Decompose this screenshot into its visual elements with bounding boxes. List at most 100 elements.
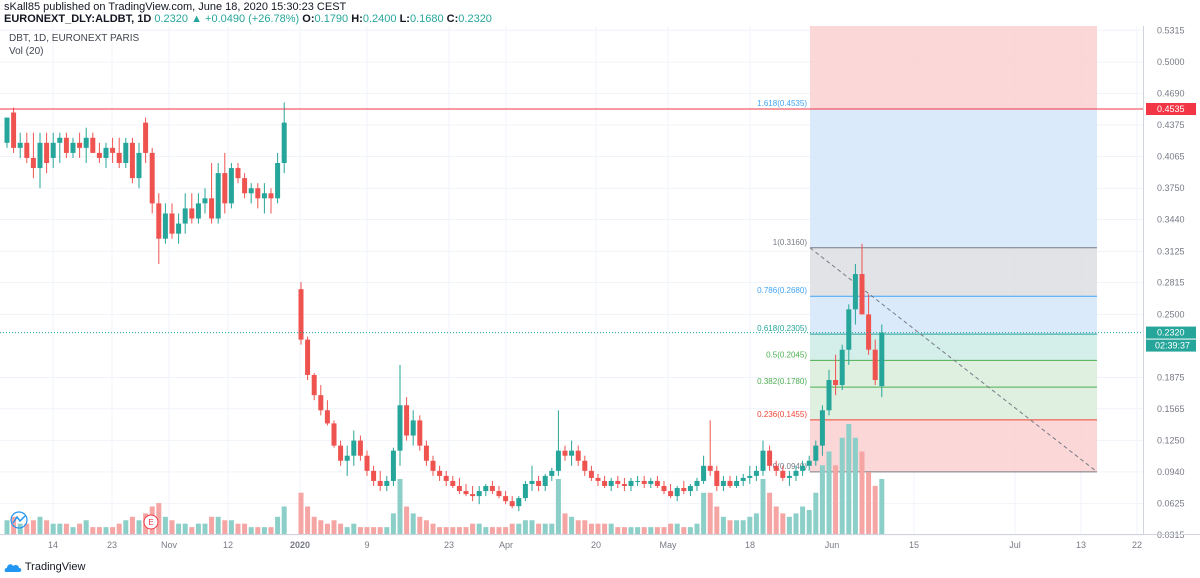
volume-bar: [17, 523, 23, 534]
resistance-price-tag: [1146, 102, 1196, 115]
candle: [437, 465, 443, 481]
candle-body: [773, 465, 779, 471]
candle: [463, 483, 469, 497]
volume-bar: [549, 523, 555, 534]
time-tick: 23: [107, 540, 117, 550]
candle-body: [371, 470, 377, 481]
volume-bar: [595, 523, 601, 534]
candle-body: [668, 491, 674, 497]
candle-body: [116, 152, 122, 163]
candle-body: [635, 480, 641, 482]
candle: [77, 132, 83, 158]
volume-bar: [800, 506, 806, 534]
volume-bar: [384, 527, 390, 534]
candle-body: [255, 188, 261, 199]
candle: [169, 203, 175, 239]
volume-bar: [582, 520, 588, 534]
candle-body: [720, 480, 726, 486]
candle-body: [136, 152, 142, 179]
last-price-tag: [1146, 326, 1196, 339]
candle-body: [390, 450, 396, 481]
volume-bar: [687, 527, 693, 534]
candle: [57, 132, 63, 163]
candle-body: [195, 203, 201, 219]
candle-body: [4, 117, 10, 143]
candle: [569, 440, 575, 466]
countdown-label: 02:39:37: [1155, 341, 1190, 351]
candle-body: [701, 465, 707, 481]
volume-bar: [747, 516, 753, 534]
volume-bar: [4, 520, 10, 534]
candle: [681, 480, 687, 495]
candle: [780, 465, 786, 481]
volume-bar: [377, 527, 383, 534]
candle-body: [813, 445, 819, 461]
volume-bar: [720, 516, 726, 534]
volume-bar: [793, 513, 799, 534]
price-chart[interactable]: 1.618(0.4535) 1(0.3160) 0.786(0.2680) 0.618…: [0, 26, 1200, 557]
candle: [96, 142, 102, 163]
candle: [536, 475, 542, 492]
volume-bar: [318, 520, 324, 534]
candle: [470, 485, 476, 502]
fib-level-label: 1(0.3160): [773, 238, 808, 247]
candle-body: [456, 485, 462, 492]
candle-body: [555, 450, 561, 471]
candle: [674, 485, 680, 502]
candle-body: [496, 491, 502, 497]
volume-bar: [503, 527, 509, 534]
candle: [786, 470, 792, 486]
candle-body: [681, 488, 687, 492]
volume-bar: [456, 527, 462, 534]
candle-body: [228, 168, 234, 204]
volume-bar: [57, 523, 63, 534]
candle-body: [694, 480, 700, 486]
price-tick: 0.5315: [1157, 26, 1185, 35]
fib-zone: [810, 26, 1097, 109]
publish-info: sKall85 published on TradingView.com, Ju…: [4, 1, 347, 13]
candle-body: [235, 168, 241, 179]
candle-body: [384, 480, 390, 486]
volume-bar: [846, 424, 852, 534]
candle: [753, 465, 759, 481]
time-tick: 12: [223, 540, 233, 550]
candle-body: [793, 470, 799, 476]
candle-body: [268, 193, 274, 199]
candle-body: [687, 485, 693, 492]
candle-body: [806, 460, 812, 466]
candle-body: [615, 480, 621, 484]
candle: [661, 480, 667, 495]
candle-body: [129, 142, 135, 179]
volume-bar: [489, 527, 495, 534]
candle: [24, 132, 30, 163]
volume-bar: [707, 492, 713, 534]
volume-bar: [529, 520, 535, 534]
candle-body: [800, 465, 806, 471]
candle-body: [215, 173, 221, 219]
volume-bar: [215, 516, 221, 534]
volume-bar: [542, 523, 548, 534]
candle: [17, 132, 23, 158]
candle-body: [648, 480, 654, 484]
candle: [390, 447, 396, 486]
candle: [268, 188, 274, 214]
volume-bar: [364, 527, 370, 534]
volume-bar: [509, 523, 515, 534]
price-tick: 0.3440: [1157, 215, 1185, 225]
volume-bar: [344, 527, 350, 534]
candle: [318, 385, 324, 416]
volume-bar: [839, 437, 845, 534]
candle-body: [463, 491, 469, 495]
candle: [450, 475, 456, 489]
candle: [44, 132, 50, 174]
candle: [70, 137, 76, 158]
candle: [377, 470, 383, 492]
candle: [503, 491, 509, 505]
candle-body: [423, 445, 429, 461]
volume-bar: [621, 527, 627, 534]
candle: [648, 477, 654, 489]
candle-body: [569, 450, 575, 456]
brand-label: TradingView: [24, 561, 86, 573]
candle-body: [437, 470, 443, 476]
volume-bar: [90, 527, 96, 534]
